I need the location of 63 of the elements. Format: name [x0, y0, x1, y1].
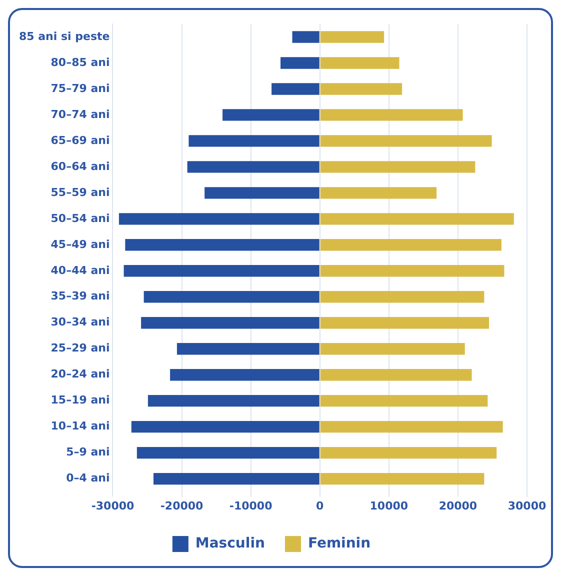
bar — [320, 265, 504, 277]
bar — [131, 420, 320, 433]
bar — [141, 317, 320, 329]
bar — [272, 83, 320, 95]
bar — [153, 472, 320, 485]
bar — [320, 161, 476, 173]
bar — [320, 446, 497, 459]
x-tick-label: 0 — [316, 499, 324, 512]
bar — [136, 446, 320, 459]
bar — [187, 161, 320, 173]
bar — [176, 343, 320, 355]
y-tick-label: 15–19 ani — [50, 394, 110, 407]
bar — [170, 369, 320, 381]
x-tick-label: -30000 — [91, 499, 134, 512]
bar — [320, 472, 484, 485]
y-tick-label: 85 ani si peste — [18, 30, 110, 43]
y-tick-label: 35–39 ani — [50, 290, 110, 303]
y-tick-label: 25–29 ani — [50, 342, 110, 355]
legend-label: Masculin — [195, 536, 265, 552]
y-tick-label: 40–44 ani — [50, 264, 110, 277]
bar — [320, 239, 502, 251]
y-tick-label: 60–64 ani — [50, 160, 110, 173]
bar — [222, 109, 320, 121]
bar — [320, 109, 463, 121]
y-tick-label: 0–4 ani — [66, 472, 110, 485]
legend-label: Feminin — [308, 536, 371, 552]
x-tick-label: 10000 — [370, 499, 408, 512]
bar — [320, 31, 384, 43]
x-tick-label: 30000 — [508, 499, 546, 512]
bar — [188, 135, 320, 147]
x-tick-label: -20000 — [160, 499, 204, 512]
bar — [320, 369, 472, 381]
y-tick-label: 75–79 ani — [50, 82, 110, 95]
bar — [125, 239, 320, 251]
y-tick-label: 30–34 ani — [50, 316, 110, 329]
bar — [320, 394, 488, 407]
bar — [320, 57, 400, 69]
y-tick-label: 65–69 ani — [50, 134, 110, 147]
bar — [280, 57, 320, 69]
x-tick-label: 20000 — [438, 499, 478, 512]
bar — [320, 135, 492, 147]
y-tick-label: 5–9 ani — [66, 446, 110, 459]
bar — [148, 394, 320, 407]
y-tick-label: 50–54 ani — [50, 212, 110, 225]
y-tick-label: 80–85 ani — [50, 56, 110, 69]
bar — [118, 213, 320, 225]
bar — [320, 317, 490, 329]
y-tick-label: 70–74 ani — [50, 108, 110, 121]
y-tick-label: 10–14 ani — [50, 420, 110, 433]
bar — [292, 31, 320, 43]
bar — [124, 265, 320, 277]
x-tick-label: -10000 — [229, 499, 273, 512]
bar — [320, 83, 402, 95]
bar — [320, 420, 503, 433]
bar — [144, 291, 320, 303]
bar — [320, 343, 465, 355]
y-tick-label: 45–49 ani — [50, 238, 110, 251]
bar — [204, 187, 320, 199]
y-tick-label: 20–24 ani — [50, 368, 110, 381]
bar — [320, 187, 437, 199]
bar — [320, 213, 514, 225]
y-tick-label: 55–59 ani — [50, 186, 110, 199]
bar — [320, 291, 484, 303]
